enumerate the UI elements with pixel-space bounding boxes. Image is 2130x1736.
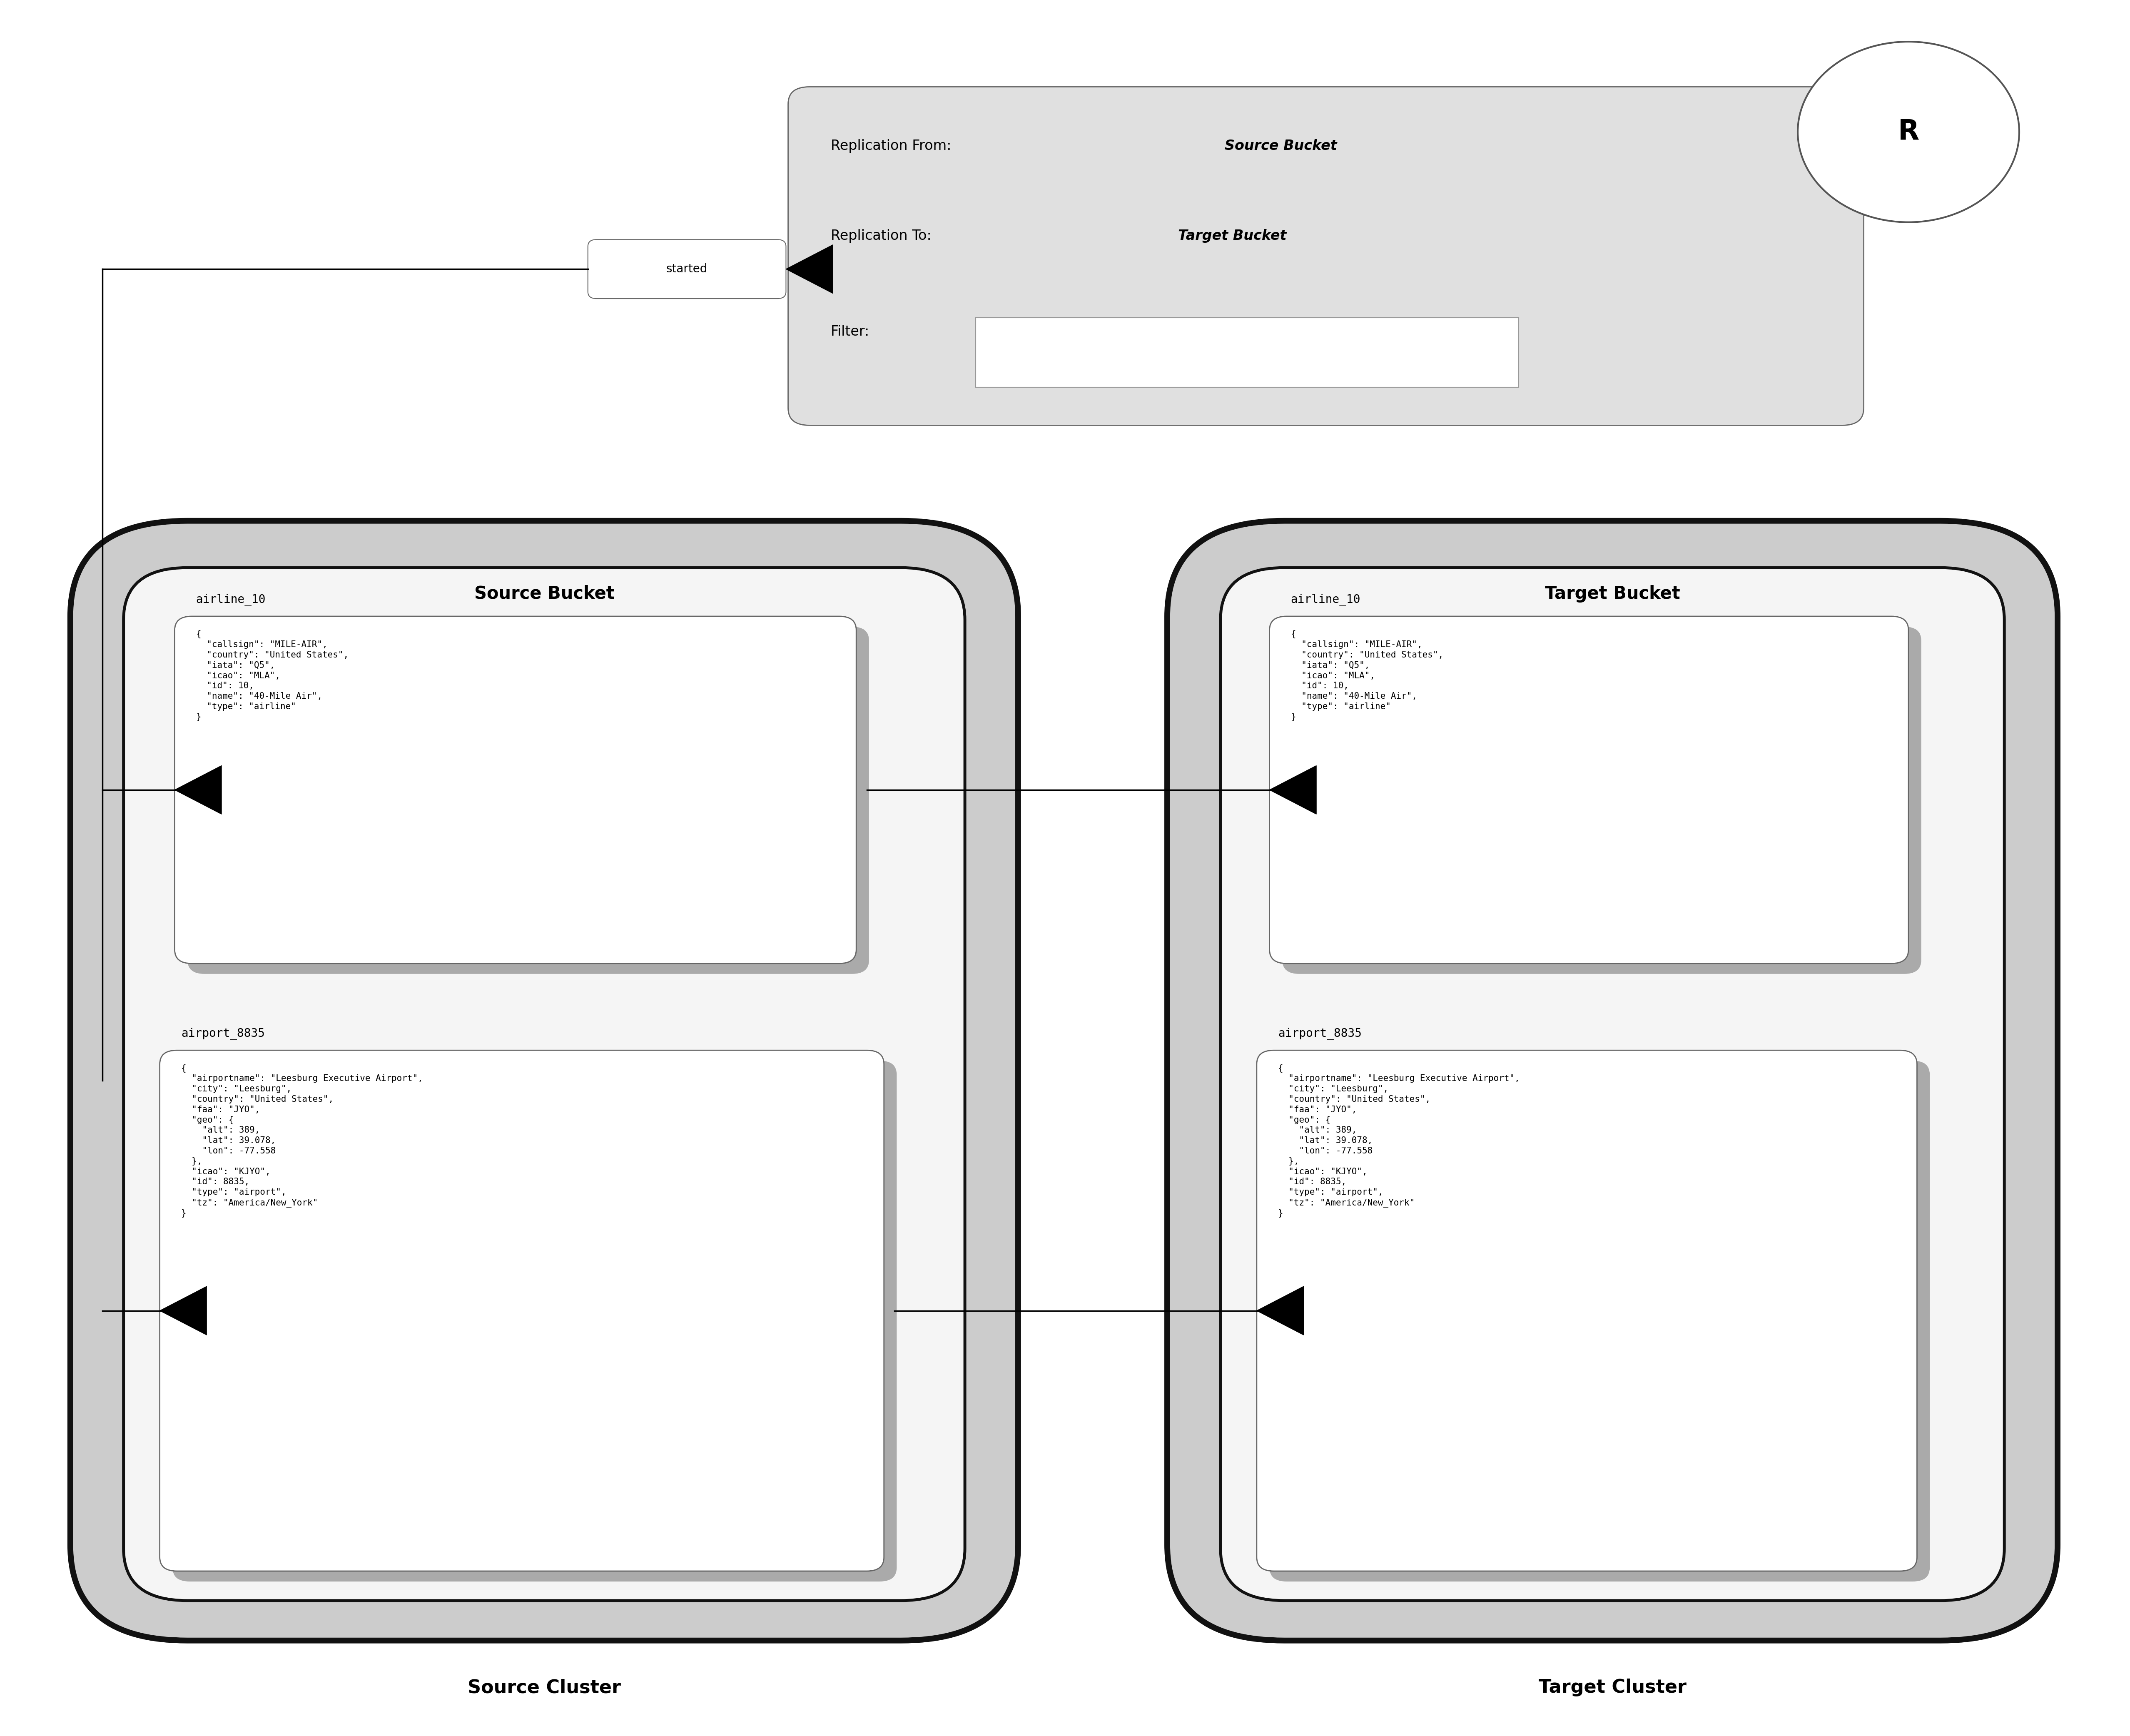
Polygon shape xyxy=(160,1286,207,1335)
FancyBboxPatch shape xyxy=(1167,521,2058,1641)
Circle shape xyxy=(1798,42,2019,222)
FancyBboxPatch shape xyxy=(588,240,786,299)
Text: Replication From:: Replication From: xyxy=(831,139,956,153)
Text: airline_10: airline_10 xyxy=(1291,594,1361,606)
FancyBboxPatch shape xyxy=(70,521,1018,1641)
Text: {
  "airportname": "Leesburg Executive Airport",
  "city": "Leesburg",
  "countr: { "airportname": "Leesburg Executive Air… xyxy=(1278,1064,1521,1217)
Bar xyxy=(976,318,1519,387)
Polygon shape xyxy=(1257,1286,1304,1335)
Text: Source Bucket: Source Bucket xyxy=(475,585,613,602)
Text: R: R xyxy=(1898,118,1919,146)
Text: Target Bucket: Target Bucket xyxy=(1178,229,1287,243)
Text: Filter:: Filter: xyxy=(831,325,869,339)
Text: {
  "airportname": "Leesburg Executive Airport",
  "city": "Leesburg",
  "countr: { "airportname": "Leesburg Executive Air… xyxy=(181,1064,424,1217)
FancyBboxPatch shape xyxy=(124,568,965,1601)
FancyBboxPatch shape xyxy=(1282,627,1921,974)
FancyBboxPatch shape xyxy=(175,616,856,963)
Text: Replication To:: Replication To: xyxy=(831,229,935,243)
FancyBboxPatch shape xyxy=(1269,616,1908,963)
Text: airline_10: airline_10 xyxy=(196,594,266,606)
Text: Target Cluster: Target Cluster xyxy=(1538,1679,1687,1696)
FancyBboxPatch shape xyxy=(1269,1061,1930,1581)
FancyBboxPatch shape xyxy=(187,627,869,974)
FancyBboxPatch shape xyxy=(788,87,1864,425)
Text: {
  "callsign": "MILE-AIR",
  "country": "United States",
  "iata": "Q5",
  "ica: { "callsign": "MILE-AIR", "country": "Un… xyxy=(196,630,349,720)
FancyBboxPatch shape xyxy=(1257,1050,1917,1571)
Text: airport_8835: airport_8835 xyxy=(181,1028,264,1040)
Text: Target Bucket: Target Bucket xyxy=(1544,585,1681,602)
Text: Source Bucket: Source Bucket xyxy=(1225,139,1338,153)
Polygon shape xyxy=(1269,766,1316,814)
Text: Source Cluster: Source Cluster xyxy=(469,1679,620,1696)
Text: {
  "callsign": "MILE-AIR",
  "country": "United States",
  "iata": "Q5",
  "ica: { "callsign": "MILE-AIR", "country": "Un… xyxy=(1291,630,1444,720)
Text: airport_8835: airport_8835 xyxy=(1278,1028,1361,1040)
FancyBboxPatch shape xyxy=(1220,568,2004,1601)
FancyBboxPatch shape xyxy=(160,1050,884,1571)
FancyBboxPatch shape xyxy=(173,1061,897,1581)
Polygon shape xyxy=(175,766,222,814)
Polygon shape xyxy=(786,245,833,293)
Text: started: started xyxy=(667,264,707,274)
